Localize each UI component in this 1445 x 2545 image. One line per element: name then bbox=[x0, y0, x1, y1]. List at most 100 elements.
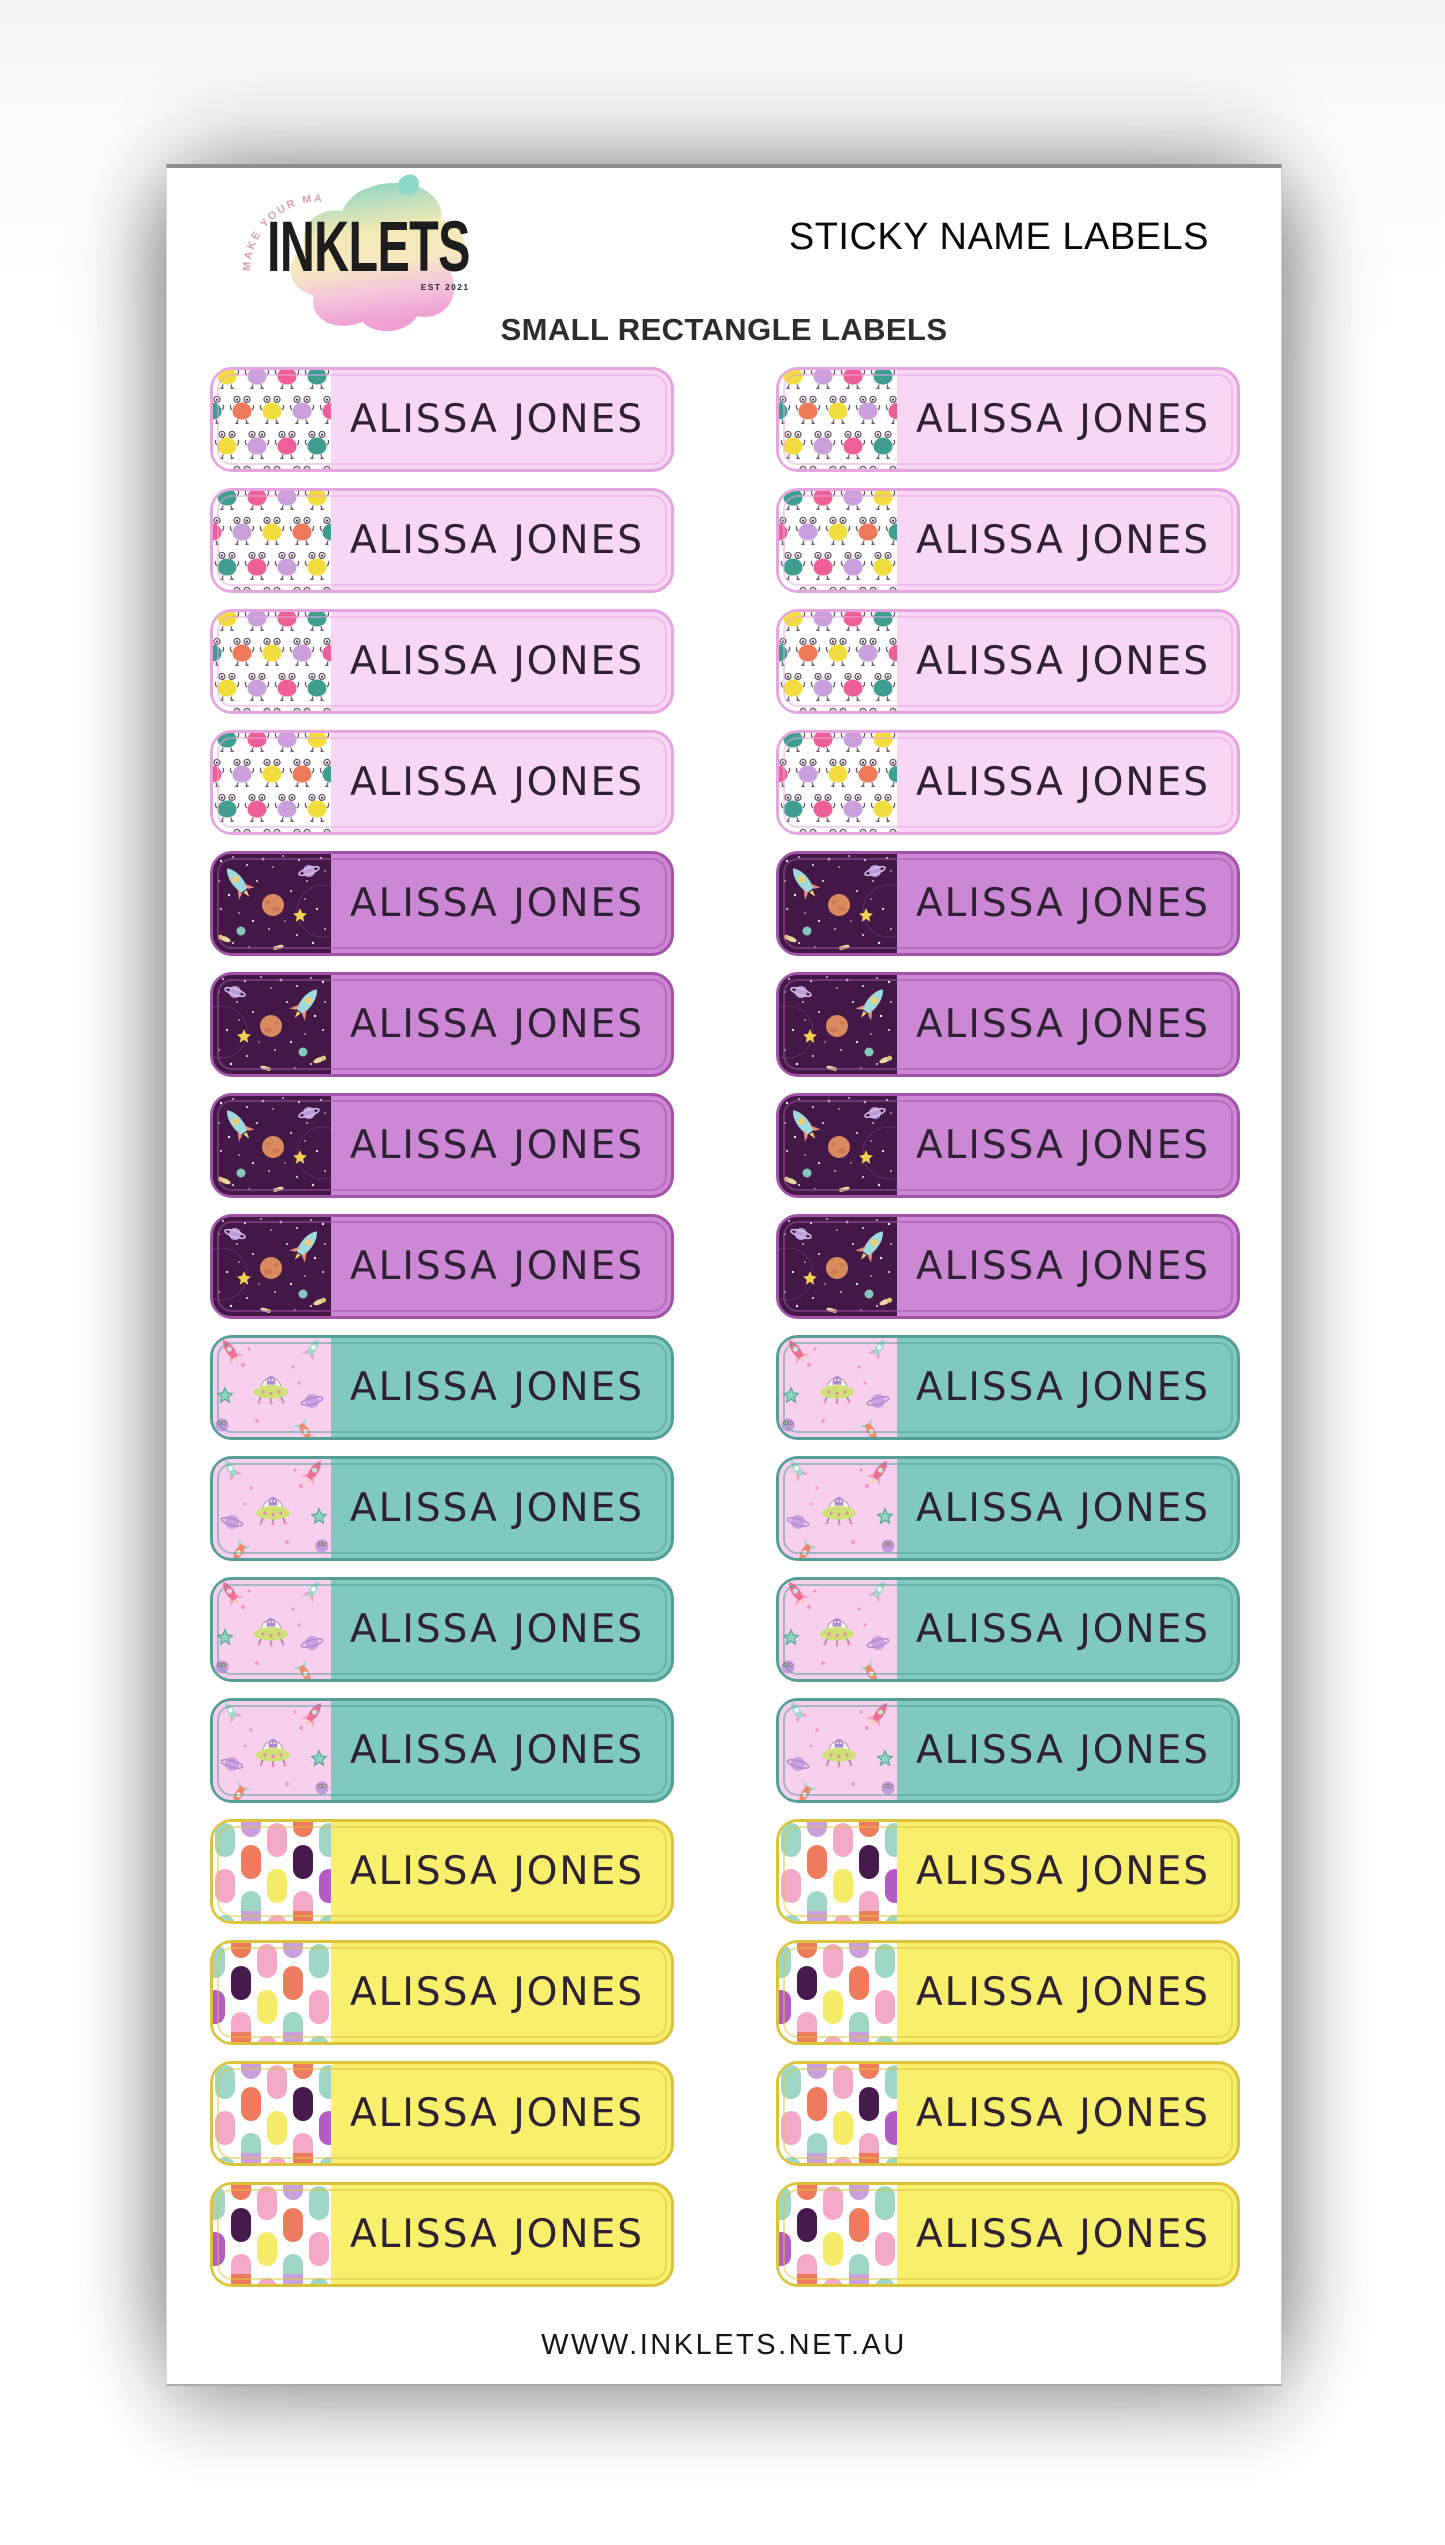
label-pattern bbox=[213, 491, 331, 590]
label-pattern bbox=[779, 1822, 897, 1921]
label-pattern bbox=[213, 1943, 331, 2042]
name-label: ALISSA JONES bbox=[210, 2061, 674, 2166]
label-pattern bbox=[779, 1943, 897, 2042]
name-label: ALISSA JONES bbox=[210, 1819, 674, 1924]
label-name-text: ALISSA JONES bbox=[916, 760, 1210, 805]
label-pattern bbox=[213, 854, 331, 953]
label-name-text: ALISSA JONES bbox=[916, 1607, 1210, 1652]
label-name-text: ALISSA JONES bbox=[350, 1365, 644, 1410]
label-name-text: ALISSA JONES bbox=[350, 1486, 644, 1531]
label-name-text: ALISSA JONES bbox=[916, 1002, 1210, 1047]
name-label: ALISSA JONES bbox=[210, 1577, 674, 1682]
label-name-text: ALISSA JONES bbox=[916, 2091, 1210, 2136]
label-pattern bbox=[779, 1338, 897, 1437]
name-label: ALISSA JONES bbox=[776, 1940, 1240, 2045]
label-name-text: ALISSA JONES bbox=[350, 1849, 644, 1894]
label-pattern bbox=[213, 733, 331, 832]
name-label: ALISSA JONES bbox=[776, 488, 1240, 593]
label-name-text: ALISSA JONES bbox=[916, 1244, 1210, 1289]
label-name-text: ALISSA JONES bbox=[350, 1123, 644, 1168]
name-label: ALISSA JONES bbox=[776, 609, 1240, 714]
name-label: ALISSA JONES bbox=[776, 2061, 1240, 2166]
label-pattern bbox=[213, 1459, 331, 1558]
label-name-text: ALISSA JONES bbox=[350, 1607, 644, 1652]
name-label: ALISSA JONES bbox=[776, 1577, 1240, 1682]
name-label: ALISSA JONES bbox=[776, 851, 1240, 956]
name-label: ALISSA JONES bbox=[210, 609, 674, 714]
label-name-text: ALISSA JONES bbox=[350, 1002, 644, 1047]
label-pattern bbox=[213, 2064, 331, 2163]
website-url: WWW.INKLETS.NET.AU bbox=[541, 2329, 907, 2361]
label-pattern bbox=[779, 612, 897, 711]
name-label: ALISSA JONES bbox=[210, 1335, 674, 1440]
name-label: ALISSA JONES bbox=[776, 2182, 1240, 2287]
name-label: ALISSA JONES bbox=[210, 367, 674, 472]
name-label: ALISSA JONES bbox=[210, 1093, 674, 1198]
section-subtitle: SMALL RECTANGLE LABELS bbox=[500, 312, 948, 347]
label-pattern bbox=[779, 491, 897, 590]
labels-grid: ALISSA JONES ALISSA JONES ALISSA JONES A… bbox=[210, 367, 1240, 2287]
logo-blob bbox=[290, 182, 466, 332]
label-pattern bbox=[779, 1217, 897, 1316]
name-label: ALISSA JONES bbox=[210, 1698, 674, 1803]
label-pattern bbox=[779, 975, 897, 1074]
label-name-text: ALISSA JONES bbox=[350, 1970, 644, 2015]
brand-established: EST 2021 bbox=[421, 282, 470, 292]
label-pattern bbox=[779, 1701, 897, 1800]
name-label: ALISSA JONES bbox=[210, 972, 674, 1077]
name-label: ALISSA JONES bbox=[776, 1214, 1240, 1319]
name-label: ALISSA JONES bbox=[210, 730, 674, 835]
label-name-text: ALISSA JONES bbox=[916, 1728, 1210, 1773]
label-name-text: ALISSA JONES bbox=[916, 881, 1210, 926]
label-pattern bbox=[213, 612, 331, 711]
label-pattern bbox=[213, 370, 331, 469]
label-pattern bbox=[213, 975, 331, 1074]
name-label: ALISSA JONES bbox=[776, 730, 1240, 835]
label-pattern bbox=[779, 370, 897, 469]
name-label: ALISSA JONES bbox=[210, 2182, 674, 2287]
label-name-text: ALISSA JONES bbox=[350, 881, 644, 926]
label-name-text: ALISSA JONES bbox=[350, 2212, 644, 2257]
label-name-text: ALISSA JONES bbox=[350, 639, 644, 684]
name-label: ALISSA JONES bbox=[776, 1335, 1240, 1440]
brand-name: INKLETS bbox=[267, 207, 470, 287]
label-name-text: ALISSA JONES bbox=[350, 760, 644, 805]
name-label: ALISSA JONES bbox=[776, 367, 1240, 472]
label-name-text: ALISSA JONES bbox=[916, 397, 1210, 442]
label-name-text: ALISSA JONES bbox=[916, 518, 1210, 563]
label-pattern bbox=[779, 733, 897, 832]
label-pattern bbox=[779, 2064, 897, 2163]
label-pattern bbox=[779, 2185, 897, 2284]
name-label: ALISSA JONES bbox=[776, 1456, 1240, 1561]
label-name-text: ALISSA JONES bbox=[350, 1244, 644, 1289]
name-label: ALISSA JONES bbox=[210, 1456, 674, 1561]
label-pattern bbox=[779, 1580, 897, 1679]
logo-blob-drop bbox=[398, 174, 420, 196]
label-sheet: MAKE YOUR MARK INKLETS EST 2021 STICKY N… bbox=[166, 164, 1282, 2386]
label-name-text: ALISSA JONES bbox=[916, 639, 1210, 684]
label-name-text: ALISSA JONES bbox=[916, 1970, 1210, 2015]
name-label: ALISSA JONES bbox=[210, 851, 674, 956]
label-name-text: ALISSA JONES bbox=[350, 1728, 644, 1773]
label-pattern bbox=[779, 1459, 897, 1558]
name-label: ALISSA JONES bbox=[776, 1819, 1240, 1924]
label-name-text: ALISSA JONES bbox=[916, 1123, 1210, 1168]
name-label: ALISSA JONES bbox=[776, 1093, 1240, 1198]
name-label: ALISSA JONES bbox=[776, 972, 1240, 1077]
label-pattern bbox=[213, 1217, 331, 1316]
label-pattern bbox=[213, 1822, 331, 1921]
label-pattern bbox=[779, 854, 897, 953]
logo-art: MAKE YOUR MARK INKLETS EST 2021 bbox=[223, 170, 470, 332]
name-label: ALISSA JONES bbox=[210, 1214, 674, 1319]
label-pattern bbox=[213, 1338, 331, 1437]
label-name-text: ALISSA JONES bbox=[916, 1365, 1210, 1410]
inklets-logo: MAKE YOUR MARK INKLETS EST 2021 bbox=[217, 168, 557, 348]
label-name-text: ALISSA JONES bbox=[350, 518, 644, 563]
label-pattern bbox=[213, 1580, 331, 1679]
label-name-text: ALISSA JONES bbox=[916, 1849, 1210, 1894]
label-name-text: ALISSA JONES bbox=[350, 2091, 644, 2136]
label-name-text: ALISSA JONES bbox=[916, 1486, 1210, 1531]
label-pattern bbox=[779, 1096, 897, 1195]
label-name-text: ALISSA JONES bbox=[916, 2212, 1210, 2257]
